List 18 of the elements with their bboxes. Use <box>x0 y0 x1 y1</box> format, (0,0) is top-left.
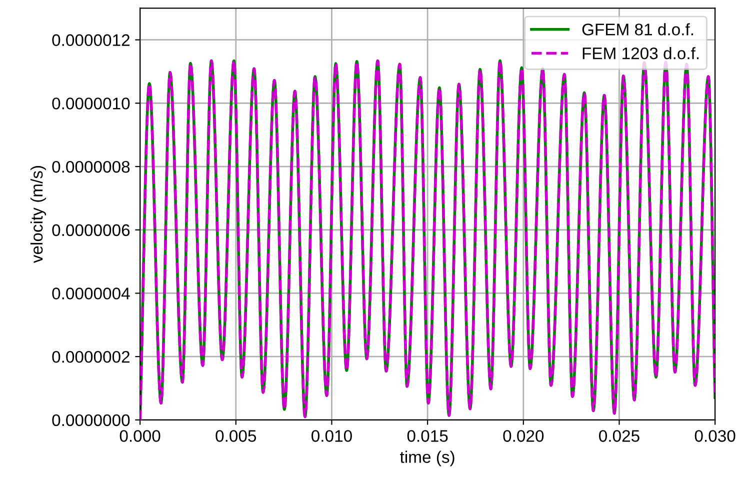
y-tick-label: 0.0000000 <box>52 414 130 426</box>
y-tick-label: 0.0000004 <box>52 288 130 300</box>
x-tick-label: 0.015 <box>407 430 448 442</box>
x-tick-label: 0.020 <box>503 430 544 442</box>
legend-label: GFEM 81 d.o.f. <box>582 23 693 36</box>
x-tick-label: 0.010 <box>312 430 352 442</box>
y-tick-label: 0.0000010 <box>52 98 130 110</box>
x-axis-title: time (s) <box>400 450 454 466</box>
x-tick-label: 0.025 <box>599 430 640 442</box>
y-tick-label: 0.0000008 <box>52 160 130 173</box>
y-tick-label: 0.0000012 <box>52 34 130 46</box>
x-tick-label: 0.000 <box>120 430 160 442</box>
x-tick-label: 0.005 <box>216 430 256 442</box>
y-tick-label: 0.0000002 <box>52 350 130 363</box>
x-tick-label: 0.030 <box>694 430 736 442</box>
y-axis-title: velocity (m/s) <box>30 166 46 264</box>
legend-label: FEM 1203 d.o.f. <box>582 47 699 60</box>
y-tick-label: 0.0000006 <box>52 224 130 236</box>
